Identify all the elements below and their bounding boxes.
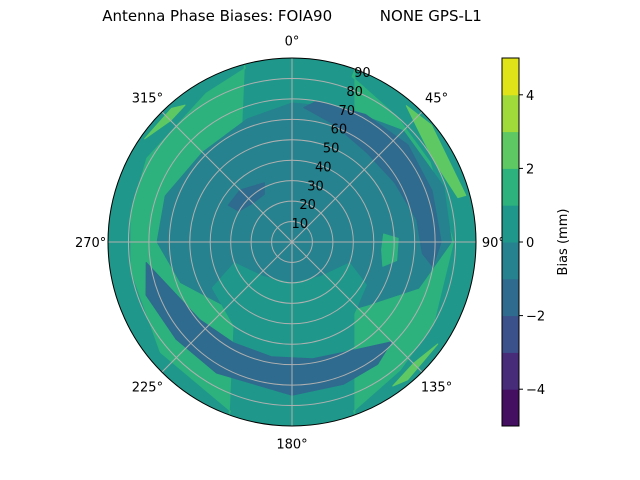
- contour-region: [145, 262, 393, 396]
- radial-tick-label: 20: [299, 198, 316, 213]
- angular-gridline: [291, 241, 423, 373]
- colorbar-band: [502, 94, 519, 133]
- colorbar-tick-label: 2: [526, 162, 534, 177]
- radial-tick-label: 80: [346, 85, 363, 100]
- radial-tick-label: 10: [292, 217, 309, 232]
- contour-region: [211, 262, 367, 353]
- colorbar-band: [502, 242, 519, 280]
- colorbar: −4 −2 0 2 4 Bias (mm): [501, 57, 571, 427]
- angle-tick-label: 135°: [421, 381, 452, 396]
- contour-region: [405, 105, 467, 199]
- radial-tick-label: 90: [354, 66, 371, 81]
- angle-tick-label: 270°: [75, 236, 106, 251]
- radial-tick-label: 50: [323, 142, 340, 157]
- angular-gridline: [161, 111, 293, 243]
- angle-tick-label: 45°: [425, 91, 448, 106]
- colorbar-tick-label: 0: [526, 236, 534, 251]
- angle-tick-label: 180°: [276, 437, 307, 452]
- contour-region: [144, 104, 186, 140]
- colorbar-band: [502, 315, 519, 353]
- angle-tick-label: 0°: [285, 35, 300, 50]
- colorbar-label: Bias (mm): [556, 209, 571, 276]
- colorbar-tick-label: −4: [526, 383, 545, 398]
- angle-tick-label: 225°: [132, 381, 163, 396]
- radial-tick-label: 30: [307, 179, 324, 194]
- colorbar-band: [502, 131, 519, 169]
- radial-tick-labels: 10 20 30 40 50 60 70 80 90: [292, 66, 371, 232]
- radial-tick-label: 60: [331, 123, 348, 138]
- angle-tick-labels: 0° 45° 90° 135° 180° 225° 270° 315°: [75, 35, 505, 453]
- colorbar-tick-label: 4: [526, 89, 534, 104]
- chart-title: Antenna Phase Biases: FOIA90 NONE GPS-L1: [102, 7, 482, 25]
- angle-tick-label: 90°: [482, 236, 505, 251]
- colorbar-tick-label: −2: [526, 310, 545, 325]
- colorbar-band: [502, 389, 519, 427]
- colorbar-band: [502, 205, 519, 243]
- angular-gridline: [161, 241, 293, 373]
- colorbar-band: [502, 168, 519, 206]
- colorbar-band: [502, 58, 519, 96]
- radial-tick-label: 70: [338, 104, 355, 119]
- colorbar-band: [502, 352, 519, 390]
- angle-tick-label: 315°: [132, 91, 163, 106]
- radial-tick-label: 40: [315, 160, 332, 175]
- polar-frame: [107, 57, 477, 427]
- polar-grid: [107, 57, 477, 427]
- colorbar-band: [502, 278, 519, 317]
- angular-gridline: [291, 111, 423, 243]
